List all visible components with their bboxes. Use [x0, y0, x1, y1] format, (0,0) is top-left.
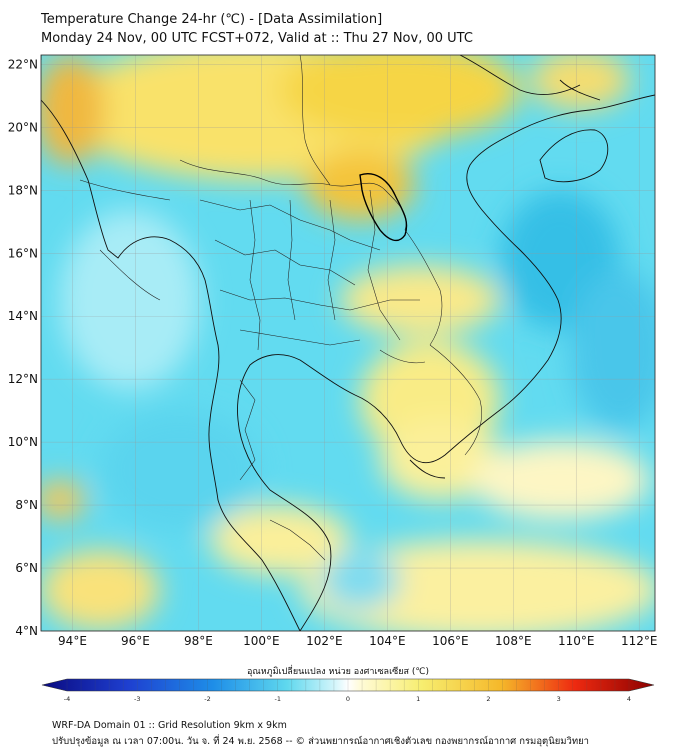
lon-label: 100°E [243, 634, 280, 648]
admin-borders [79, 55, 482, 561]
lat-label: 4°N [15, 624, 38, 638]
lon-label: 94°E [58, 634, 87, 648]
lat-label: 8°N [15, 498, 38, 512]
colorbar-tick-label: 0 [346, 695, 350, 703]
footer-resolution: WRF-DA Domain 01 :: Grid Resolution 9km … [52, 720, 287, 731]
lat-label: 6°N [15, 561, 38, 575]
colorbar-label: อุณหภูมิเปลี่ยนแปลง หน่วย องศาเซลเซียส (… [246, 667, 430, 677]
latitude-labels: 22°N 20°N 18°N 16°N 14°N 12°N 10°N 8°N 6°N 4°N [8, 57, 38, 638]
colorbar-tick-label: 3 [557, 695, 561, 703]
map-title: Temperature Change 24-hr (℃) - [Data Ass… [41, 12, 383, 27]
lat-label: 18°N [8, 183, 38, 197]
footer-credit: ปรับปรุงข้อมูล ณ เวลา 07:00น. วัน จ. ที่… [52, 736, 590, 747]
lon-label: 96°E [121, 634, 150, 648]
lat-label: 16°N [8, 246, 38, 260]
map-subtitle: Monday 24 Nov, 00 UTC FCST+072, Valid at… [41, 31, 473, 46]
map-frame [40, 54, 656, 632]
colorbar-tick-label: -2 [204, 695, 210, 703]
lat-label: 12°N [8, 372, 38, 386]
lat-label: 10°N [8, 435, 38, 449]
lon-label: 98°E [184, 634, 213, 648]
colorbar-ticks: -4 -3 -2 -1 0 1 2 3 4 [64, 679, 631, 703]
coastlines [41, 55, 655, 631]
colorbar-tick-label: -4 [64, 695, 70, 703]
colorbar-tick-label: -3 [134, 695, 140, 703]
lon-label: 102°E [306, 634, 343, 648]
lon-label: 112°E [621, 634, 658, 648]
temperature-field [41, 55, 655, 631]
colorbar-tick-label: -1 [275, 695, 281, 703]
lon-label: 108°E [495, 634, 532, 648]
colorbar-tick-label: 2 [486, 695, 490, 703]
lon-label: 110°E [558, 634, 595, 648]
lat-label: 20°N [8, 120, 38, 134]
lat-label: 22°N [8, 57, 38, 71]
lon-label: 106°E [432, 634, 469, 648]
lon-label: 104°E [369, 634, 406, 648]
province-highlight [359, 173, 408, 242]
lat-label: 14°N [8, 309, 38, 323]
colorbar-tick-label: 4 [627, 695, 631, 703]
longitude-labels: 94°E 96°E 98°E 100°E 102°E 104°E 106°E 108°E 110… [58, 634, 657, 648]
colorbar-tick-label: 1 [416, 695, 420, 703]
